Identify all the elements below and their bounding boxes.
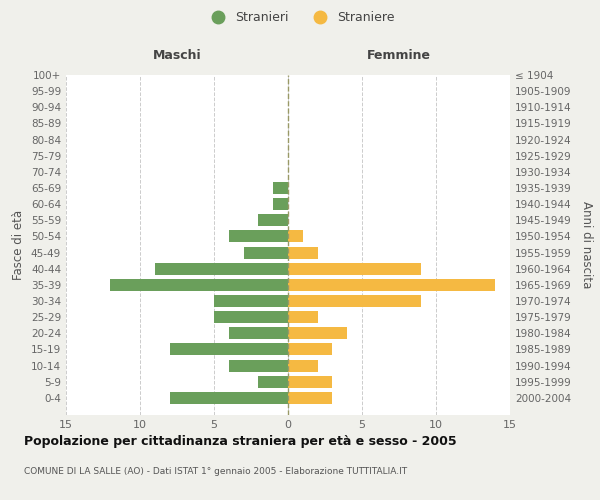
Bar	[170, 344, 288, 355]
Bar	[288, 376, 332, 388]
Bar	[244, 246, 288, 258]
Bar	[288, 344, 332, 355]
Y-axis label: Fasce di età: Fasce di età	[13, 210, 25, 280]
Bar	[214, 311, 288, 323]
Bar	[110, 279, 288, 291]
Bar	[214, 295, 288, 307]
Bar	[288, 327, 347, 340]
Bar	[288, 360, 317, 372]
Legend: Stranieri, Straniere: Stranieri, Straniere	[200, 6, 400, 29]
Bar	[273, 182, 288, 194]
Text: Popolazione per cittadinanza straniera per età e sesso - 2005: Popolazione per cittadinanza straniera p…	[24, 435, 457, 448]
Text: Femmine: Femmine	[367, 49, 431, 62]
Text: Maschi: Maschi	[152, 49, 202, 62]
Bar	[259, 214, 288, 226]
Bar	[288, 230, 303, 242]
Bar	[229, 327, 288, 340]
Bar	[229, 230, 288, 242]
Bar	[288, 246, 317, 258]
Text: COMUNE DI LA SALLE (AO) - Dati ISTAT 1° gennaio 2005 - Elaborazione TUTTITALIA.I: COMUNE DI LA SALLE (AO) - Dati ISTAT 1° …	[24, 468, 407, 476]
Bar	[288, 262, 421, 275]
Bar	[259, 376, 288, 388]
Bar	[229, 360, 288, 372]
Bar	[288, 295, 421, 307]
Bar	[288, 392, 332, 404]
Bar	[155, 262, 288, 275]
Bar	[288, 311, 317, 323]
Y-axis label: Anni di nascita: Anni di nascita	[580, 202, 593, 288]
Bar	[170, 392, 288, 404]
Bar	[273, 198, 288, 210]
Bar	[288, 279, 495, 291]
